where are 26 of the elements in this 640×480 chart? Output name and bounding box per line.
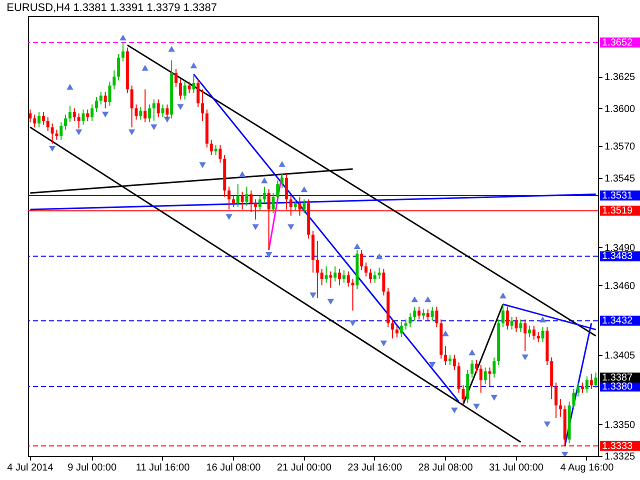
y-tick-label: 1.3405	[604, 350, 636, 362]
y-tick-label: 1.3460	[604, 280, 636, 292]
text: 1.3387	[602, 372, 634, 384]
y-tick-label: 1.3325	[604, 452, 636, 462]
x-tick-label: 21 Jul 00:00	[276, 462, 332, 474]
y-tick-label: 1.3545	[604, 173, 636, 184]
ref-line-label: 1.3652	[602, 38, 634, 49]
x-tick-label: 4 Jul 2014	[7, 462, 54, 474]
ref-line-label: 1.3380	[602, 381, 634, 392]
y-tick-label: 1.3600	[604, 104, 636, 115]
y-tick-label: 1.3570	[604, 142, 636, 153]
ref-line-label: 1.3483	[602, 251, 634, 262]
ref-line-label: 1.3432	[602, 316, 634, 327]
ref-line-label: 1.3333	[602, 440, 634, 452]
chart-title: EURUSD,H4 1.3381 1.3391 1.3379 1.3387	[6, 2, 218, 14]
x-tick-label: 28 Jul 08:00	[418, 462, 474, 474]
ref-line-label: 1.3519	[602, 206, 634, 217]
x-tick-label: 31 Jul 00:00	[489, 462, 544, 474]
x-tick-label: 11 Jul 16:00	[136, 462, 190, 474]
ref-line-label: 1.3531	[602, 190, 634, 202]
x-tick-label: 23 Jul 16:00	[348, 462, 403, 474]
x-tick-label: 9 Jul 00:00	[68, 462, 117, 474]
y-tick-label: 1.3350	[604, 420, 636, 431]
x-tick-label: 4 Aug 16:00	[560, 462, 614, 474]
x-tick-label: 16 Jul 08:00	[206, 462, 262, 474]
y-tick-label: 1.3625	[604, 72, 636, 84]
